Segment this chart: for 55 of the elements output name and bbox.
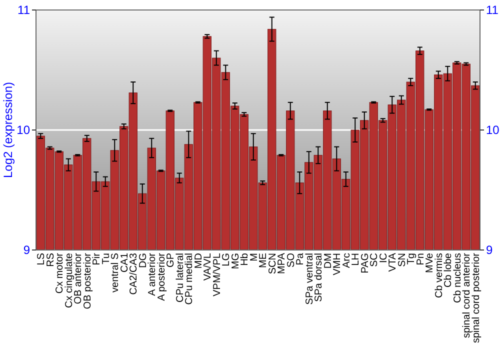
x-tick-label: MD bbox=[193, 253, 204, 269]
x-tick-label: A posterior bbox=[156, 252, 168, 301]
x-tick-label: A anterior bbox=[147, 252, 158, 296]
x-tick-label: OB posterior bbox=[82, 252, 94, 310]
x-tick-label: M bbox=[248, 253, 260, 262]
x-tick-label: Cx cingulate bbox=[64, 252, 75, 308]
x-tick-label: SCN bbox=[267, 253, 278, 274]
x-tick-label: LH bbox=[350, 253, 362, 266]
x-tick-label: Tg bbox=[406, 253, 418, 265]
x-tick-label: CPu lateral bbox=[174, 253, 186, 302]
x-tick-label: SN bbox=[396, 253, 408, 267]
x-tick-label: CA1 bbox=[119, 252, 130, 272]
x-tick-label: Cb vermis bbox=[434, 253, 445, 298]
x-tick-label: PAG bbox=[360, 252, 371, 274]
y-tick-label: 10 bbox=[16, 123, 30, 138]
x-tick-label: Tu bbox=[100, 253, 112, 264]
x-tick-label: MPA bbox=[276, 252, 288, 274]
y-tick-label: 9 bbox=[23, 243, 30, 258]
x-tick-label: MG bbox=[230, 252, 242, 270]
x-tick-label: RS bbox=[45, 252, 56, 267]
y2-tick-label: 11 bbox=[486, 3, 499, 18]
x-tick-label: CPu medial bbox=[184, 253, 196, 305]
x-tick-label: OB anterior bbox=[73, 252, 84, 304]
x-tick-label: VA/VL bbox=[202, 252, 214, 281]
x-tick-label: spinal cord posterior bbox=[470, 252, 482, 344]
y2-tick-label: 10 bbox=[486, 123, 500, 138]
x-tick-label: Pir bbox=[92, 252, 103, 266]
x-tick-label: SO bbox=[286, 252, 297, 268]
x-tick-label: SPa dorsal bbox=[314, 253, 325, 302]
x-tick-label: VTA bbox=[388, 252, 399, 272]
x-tick-label: Pn bbox=[415, 253, 426, 266]
x-tick-label: DG bbox=[138, 252, 149, 268]
x-tick-label: SPa ventral bbox=[304, 253, 316, 305]
x-tick-label: Cx motor bbox=[54, 252, 66, 294]
x-tick-label: IC bbox=[378, 253, 390, 263]
x-tick-label: LS bbox=[36, 252, 48, 266]
x-tick-label: ventral S bbox=[110, 252, 122, 292]
x-tick-label: Pa bbox=[295, 252, 306, 266]
x-tick-label: LG bbox=[221, 252, 232, 266]
x-tick-label: VMH bbox=[332, 253, 344, 276]
x-tick-label: Hb bbox=[240, 252, 251, 266]
y-tick-label: 11 bbox=[18, 3, 30, 18]
x-tick-label: Arc bbox=[341, 253, 352, 268]
x-tick-label: CA2/CA3 bbox=[128, 252, 140, 295]
x-tick-label: Cb lobe bbox=[443, 252, 454, 288]
x-tick-label: VPM/VPL bbox=[212, 252, 223, 296]
x-tick-label: GP bbox=[166, 252, 177, 268]
y2-tick-label: 9 bbox=[486, 243, 493, 258]
x-tick-label: MVe bbox=[424, 252, 436, 274]
y-axis-title: Log2 (expression) bbox=[1, 82, 15, 178]
x-tick-label: Cb nucleus bbox=[452, 253, 464, 304]
x-tick-label: ME bbox=[258, 252, 270, 268]
x-tick-label: spinal cord anterior bbox=[462, 252, 473, 338]
x-tick-label: SC bbox=[369, 253, 380, 267]
x-tick-label: DM bbox=[322, 253, 334, 269]
